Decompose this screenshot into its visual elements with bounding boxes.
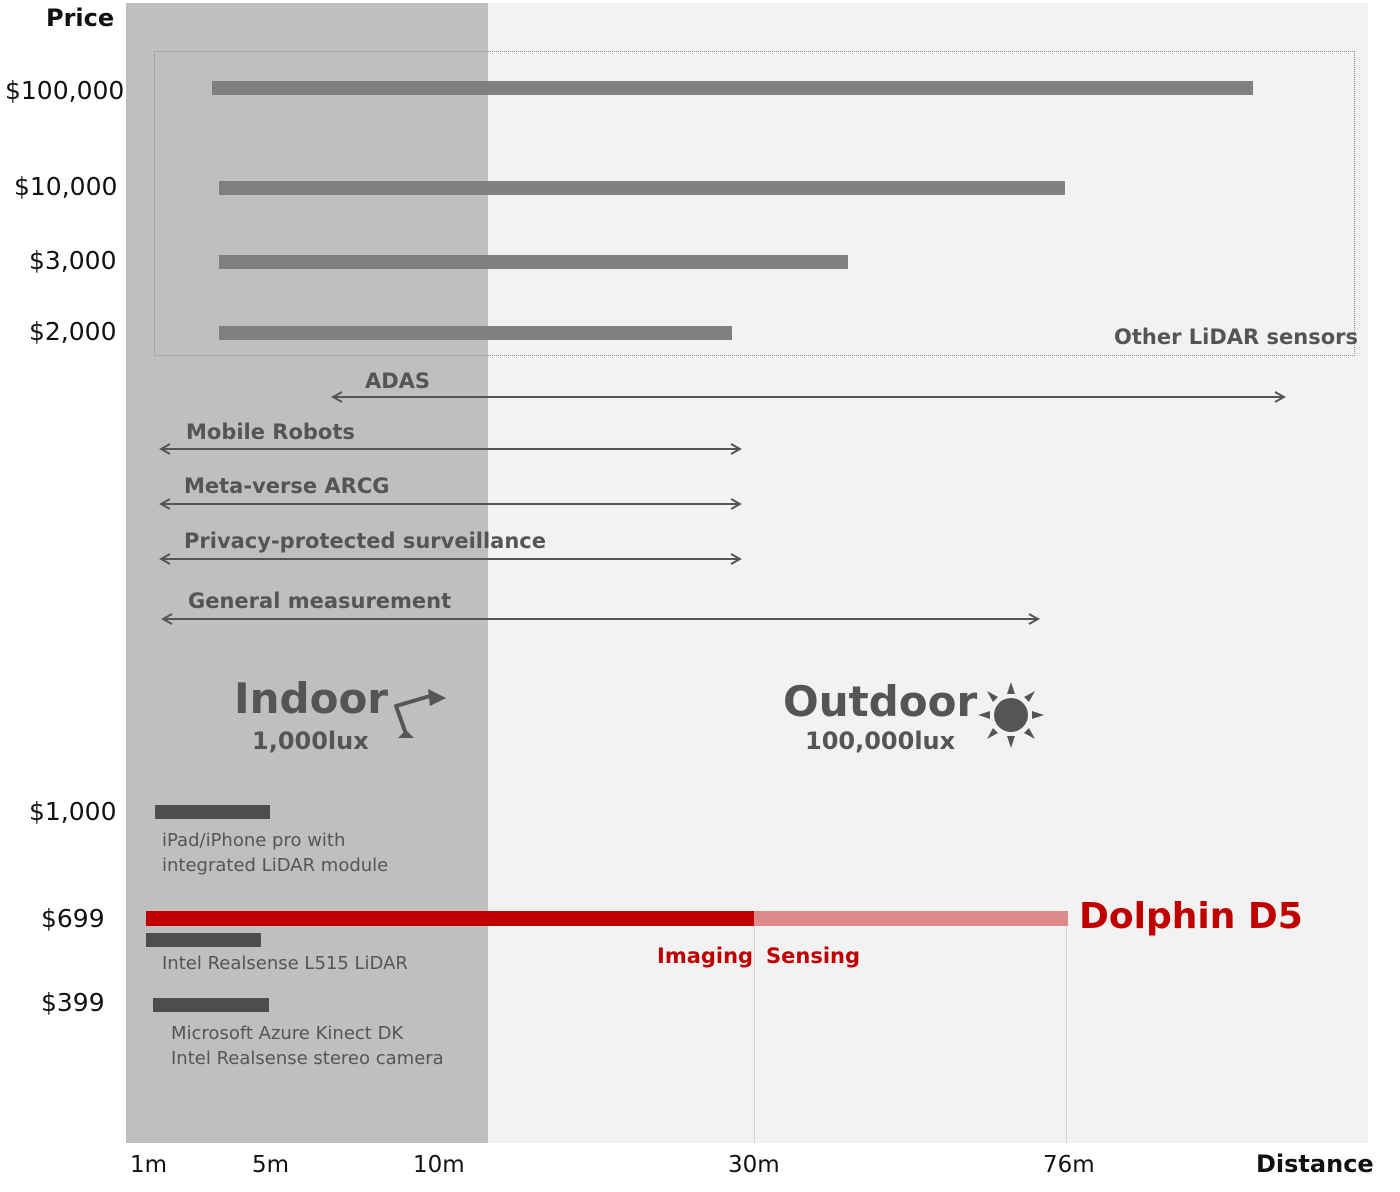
x-tick-label: 1m — [130, 1152, 168, 1178]
other-lidar-box — [154, 51, 1355, 356]
x-tick-label: 30m — [728, 1152, 780, 1178]
other-lidar-label: Other LiDAR sensors — [1114, 325, 1358, 349]
sensing-label: Sensing — [766, 944, 860, 968]
sun-icon — [978, 682, 1044, 748]
lamp-icon — [394, 689, 446, 738]
x-tick-label: 76m — [1043, 1152, 1095, 1178]
y-tick-label: $699 — [41, 904, 105, 933]
dolphin-sensing-bar — [754, 911, 1068, 926]
application-label: Privacy-protected surveillance — [184, 529, 546, 553]
lidar-bar-3000 — [219, 255, 848, 269]
kinect-label: Microsoft Azure Kinect DK Intel Realsens… — [171, 1021, 444, 1071]
y-tick-label: $3,000 — [29, 246, 117, 275]
x-tick-label: 10m — [413, 1152, 465, 1178]
dolphin-name: Dolphin D5 — [1079, 896, 1303, 937]
device-label-line: Intel Realsense L515 LiDAR — [162, 953, 408, 974]
lidar-bar-100000 — [212, 81, 1253, 95]
outdoor-label: Outdoor — [783, 677, 978, 726]
y-tick-label: $10,000 — [14, 172, 118, 201]
y-tick-label: $399 — [41, 988, 105, 1017]
iphone-lidar-bar — [155, 805, 270, 819]
y-tick-label: $1,000 — [29, 797, 117, 826]
device-label-line: Microsoft Azure Kinect DK — [171, 1023, 404, 1044]
lidar-bar-10000 — [219, 181, 1065, 195]
indoor-lux: 1,000lux — [252, 727, 369, 755]
application-label: General measurement — [188, 589, 452, 613]
indoor-label: Indoor — [234, 674, 389, 723]
l515-bar — [146, 933, 261, 947]
iphone-lidar-label: iPad/iPhone pro with integrated LiDAR mo… — [162, 828, 388, 878]
x-tick-label: 5m — [252, 1152, 290, 1178]
application-label: Mobile Robots — [186, 420, 355, 444]
x-axis-title: Distance — [1256, 1150, 1374, 1178]
imaging-label: Imaging — [657, 944, 754, 968]
device-label-line: iPad/iPhone pro with — [162, 830, 346, 851]
application-label: ADAS — [365, 369, 431, 393]
device-label-line: integrated LiDAR module — [162, 855, 389, 876]
l515-label: Intel Realsense L515 LiDAR — [162, 951, 408, 976]
lidar-bar-2000 — [219, 326, 732, 340]
device-label-line: Intel Realsense stereo camera — [171, 1048, 444, 1069]
y-tick-label: $100,000 — [5, 76, 125, 105]
y-axis-title: Price — [46, 4, 115, 32]
guide-line-76m — [1066, 925, 1067, 1143]
kinect-bar — [153, 998, 269, 1012]
guide-line-30m — [754, 925, 755, 1143]
application-label: Meta-verse ARCG — [184, 474, 390, 498]
y-tick-label: $2,000 — [29, 317, 117, 346]
outdoor-lux: 100,000lux — [805, 727, 956, 755]
dolphin-imaging-bar — [146, 911, 754, 926]
